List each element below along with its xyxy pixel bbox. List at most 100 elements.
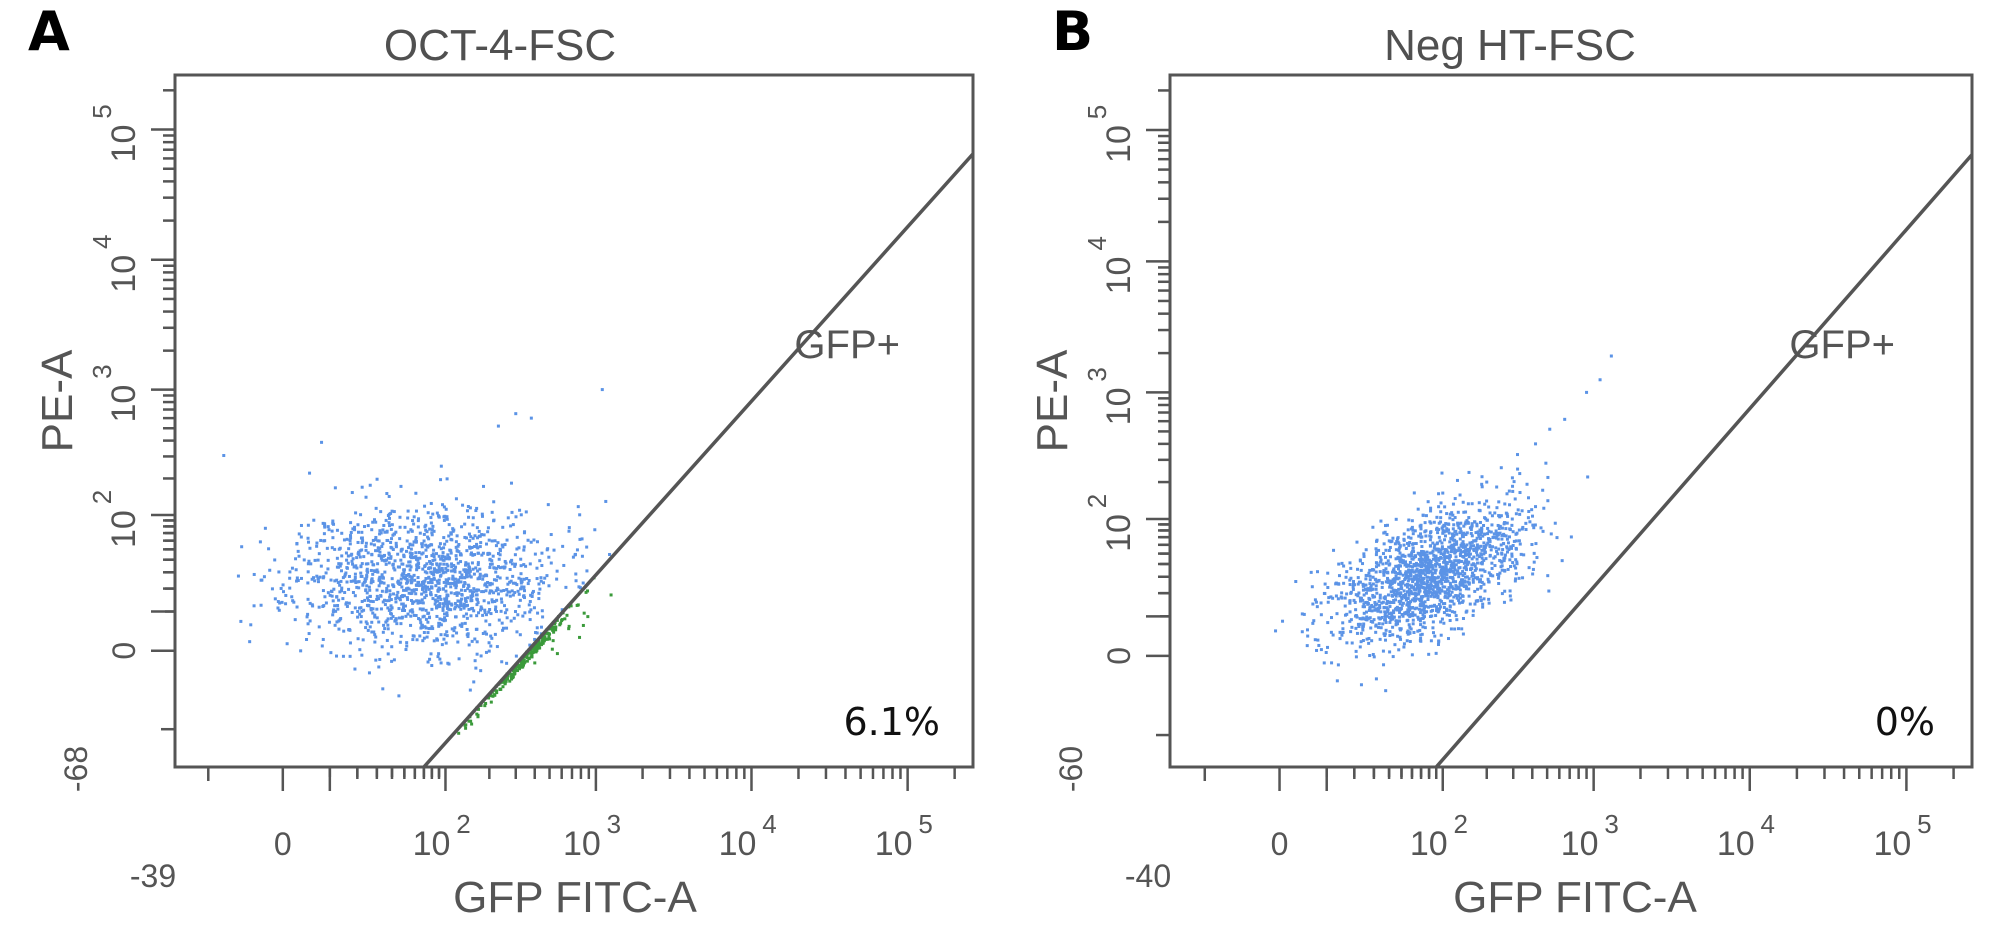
event-dot xyxy=(496,424,500,428)
event-dot xyxy=(1383,596,1387,600)
event-dot xyxy=(1406,601,1410,605)
event-dot xyxy=(463,535,467,539)
event-dot xyxy=(445,562,449,566)
event-dot xyxy=(364,588,368,592)
event-dot xyxy=(359,571,363,575)
event-dot xyxy=(1404,563,1408,567)
event-dot xyxy=(495,691,499,695)
event-dot xyxy=(582,611,586,615)
event-dot xyxy=(441,606,445,610)
event-dot xyxy=(1469,531,1473,535)
event-dot xyxy=(1417,617,1421,621)
event-dot xyxy=(422,636,426,640)
event-dot xyxy=(445,598,449,602)
event-dot xyxy=(1378,637,1382,641)
event-dot xyxy=(1375,550,1379,554)
event-dot xyxy=(476,563,480,567)
event-dot xyxy=(475,593,479,597)
event-dot xyxy=(1394,576,1398,580)
event-dot xyxy=(1526,496,1530,500)
event-dot xyxy=(1473,568,1477,572)
event-dot xyxy=(1522,553,1526,557)
event-dot xyxy=(262,575,266,579)
event-dot xyxy=(463,576,467,580)
event-dot xyxy=(1454,529,1458,533)
event-dot xyxy=(514,515,518,519)
panel-letter: B xyxy=(1052,0,1093,63)
event-dot xyxy=(1465,531,1469,535)
event-dot xyxy=(331,599,335,603)
event-dot xyxy=(1464,587,1468,591)
event-dot xyxy=(1461,550,1465,554)
event-dot xyxy=(416,558,420,562)
event-dot xyxy=(1494,546,1498,550)
event-dot xyxy=(1462,544,1466,548)
event-dot xyxy=(1341,621,1345,625)
event-dot xyxy=(1371,575,1375,579)
event-dot xyxy=(1475,553,1479,557)
event-dot xyxy=(358,612,362,616)
event-dot xyxy=(1472,544,1476,548)
event-dot xyxy=(439,557,443,561)
event-dot xyxy=(1508,589,1512,593)
event-dot xyxy=(317,625,321,629)
event-dot xyxy=(1392,588,1396,592)
event-dot xyxy=(313,579,317,583)
event-dot xyxy=(382,623,386,627)
event-dot xyxy=(1461,500,1465,504)
event-dot xyxy=(1390,615,1394,619)
event-dot xyxy=(453,570,457,574)
event-dot xyxy=(574,572,578,576)
event-dot xyxy=(1398,564,1402,568)
event-dot xyxy=(421,601,425,605)
event-dot xyxy=(1364,548,1368,552)
event-dot xyxy=(1506,541,1510,545)
event-dot xyxy=(484,613,488,617)
event-dot xyxy=(324,571,328,575)
event-dot xyxy=(1548,427,1552,431)
event-dot xyxy=(543,576,547,580)
event-dot xyxy=(493,693,497,697)
event-dot xyxy=(1441,578,1445,582)
event-dot xyxy=(1471,578,1475,582)
event-dot xyxy=(575,548,579,552)
event-dot xyxy=(600,388,604,392)
event-dot xyxy=(438,562,442,566)
event-dot xyxy=(1415,606,1419,610)
event-dot xyxy=(1342,581,1346,585)
event-dot xyxy=(348,538,352,542)
event-dot xyxy=(416,576,420,580)
event-dot xyxy=(348,641,352,645)
event-dot xyxy=(414,614,418,618)
event-dot xyxy=(541,641,545,645)
event-dot xyxy=(406,580,410,584)
event-dot xyxy=(1407,610,1411,614)
event-dot xyxy=(1525,482,1529,486)
event-dot xyxy=(351,579,355,583)
event-dot xyxy=(1420,545,1424,549)
event-dot xyxy=(475,652,479,656)
event-dot xyxy=(494,605,498,609)
event-dot xyxy=(1530,543,1534,547)
event-dot xyxy=(1302,612,1306,616)
event-dot xyxy=(429,591,433,595)
event-dot xyxy=(449,608,453,612)
event-dot xyxy=(1482,582,1486,586)
event-dot xyxy=(467,571,471,575)
event-dot xyxy=(1498,571,1502,575)
event-dot xyxy=(495,566,499,570)
event-dot xyxy=(326,567,330,571)
event-dot xyxy=(428,616,432,620)
event-dot xyxy=(383,570,387,574)
event-dot xyxy=(1390,581,1394,585)
event-dot xyxy=(277,608,281,612)
event-dot xyxy=(545,631,549,635)
event-dot xyxy=(1411,580,1415,584)
event-dot xyxy=(1479,544,1483,548)
event-dot xyxy=(1412,585,1416,589)
event-dot xyxy=(306,570,310,574)
event-dot xyxy=(1496,552,1500,556)
event-dot xyxy=(364,541,368,545)
event-dot xyxy=(381,528,385,532)
event-dot xyxy=(418,607,422,611)
